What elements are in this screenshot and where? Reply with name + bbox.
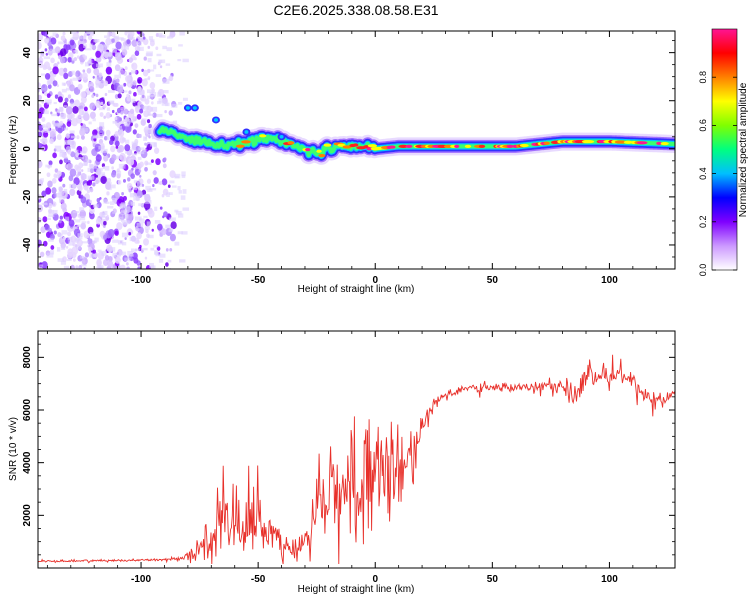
- colorbar-tick: 0.2: [698, 216, 737, 229]
- x-tick: 100: [601, 31, 618, 286]
- snr-series-line: [38, 354, 675, 565]
- spectrogram-y-ticks: -40 -20 0 20 40: [22, 40, 675, 270]
- colorbar-tick-label: 0.0: [698, 264, 708, 277]
- x-tick-label: -50: [251, 275, 266, 286]
- x-tick: 100: [601, 331, 618, 585]
- y-tick-label: 4000: [22, 451, 33, 474]
- snr-y-axis-label: SNR (10 * v/v): [8, 417, 19, 481]
- x-tick-label: 0: [372, 574, 378, 585]
- spectrogram-panel: -100 -50 0 50 100 -40 -20 0 20 40 Height of stra…: [8, 30, 676, 295]
- y-tick: 0: [22, 146, 675, 152]
- x-tick-label: -50: [251, 574, 266, 585]
- y-tick: -40: [22, 237, 675, 252]
- colorbar-label: Normalized spectral amplitude: [738, 82, 749, 217]
- snr-y-ticks: 2000 4000 6000 8000: [22, 343, 675, 556]
- colorbar-gradient: [711, 28, 738, 271]
- colorbar-tick: 0.6: [698, 119, 737, 132]
- colorbar-tick-label: 0.4: [698, 167, 708, 180]
- x-tick: 0: [372, 31, 378, 286]
- y-tick-label: -20: [22, 189, 33, 204]
- chart-title: C2E6.2025.338.08.58.E31: [273, 2, 438, 18]
- x-tick: -100: [131, 331, 151, 585]
- x-tick: -50: [251, 331, 266, 585]
- y-tick-label: 6000: [22, 398, 33, 421]
- x-tick: -100: [131, 31, 151, 286]
- x-tick-label: 50: [487, 574, 499, 585]
- colorbar-tick-label: 0.8: [698, 71, 708, 84]
- x-tick-label: 100: [601, 574, 618, 585]
- y-tick-label: 2000: [22, 504, 33, 527]
- spectrogram-ridge: [150, 104, 675, 165]
- colorbar-tick: 0.0: [698, 264, 737, 277]
- y-tick: 2000: [22, 504, 675, 527]
- x-tick: -50: [251, 31, 266, 286]
- y-tick-label: 0: [22, 146, 33, 152]
- y-tick: 6000: [22, 398, 675, 421]
- x-tick-label: 0: [372, 275, 378, 286]
- y-tick-label: 40: [22, 47, 33, 59]
- colorbar-tick-label: 0.6: [698, 119, 708, 132]
- colorbar-tick: 0.4: [698, 167, 737, 180]
- x-tick: 50: [487, 31, 499, 286]
- x-tick-label: 100: [601, 275, 618, 286]
- colorbar-tick-label: 0.2: [698, 216, 708, 229]
- spectrogram-x-axis-label: Height of straight line (km): [298, 284, 415, 295]
- snr-x-ticks: -100 -50 0 50 100: [46, 331, 657, 585]
- colorbar-ticks: 0.0 0.2 0.4 0.6 0.8: [698, 71, 737, 276]
- snr-x-axis-label: Height of straight line (km): [298, 584, 415, 595]
- spectrogram-y-axis-label: Frequency (Hz): [8, 116, 19, 185]
- colorbar: 0.0 0.2 0.4 0.6 0.8 Normalized spectral ampl…: [698, 28, 749, 276]
- y-tick-label: 20: [22, 95, 33, 107]
- y-tick: 8000: [22, 346, 675, 369]
- x-tick: 0: [372, 331, 378, 585]
- y-tick: 4000: [22, 451, 675, 474]
- snr-panel: -100 -50 0 50 100 2000 4000 6000 8000 Height of…: [8, 330, 676, 595]
- x-tick: 50: [487, 331, 499, 585]
- y-tick: 40: [22, 47, 675, 59]
- spectrogram-frame: [37, 30, 676, 270]
- colorbar-tick: 0.8: [698, 71, 737, 84]
- y-tick: 20: [22, 95, 675, 107]
- x-tick-label: -100: [131, 275, 151, 286]
- x-tick-label: 50: [487, 275, 499, 286]
- x-tick-label: -100: [131, 574, 151, 585]
- y-tick-label: -40: [22, 237, 33, 252]
- y-tick-label: 8000: [22, 346, 33, 369]
- spectrogram-x-ticks: -100 -50 0 50 100: [46, 31, 657, 286]
- y-tick: -20: [22, 189, 675, 204]
